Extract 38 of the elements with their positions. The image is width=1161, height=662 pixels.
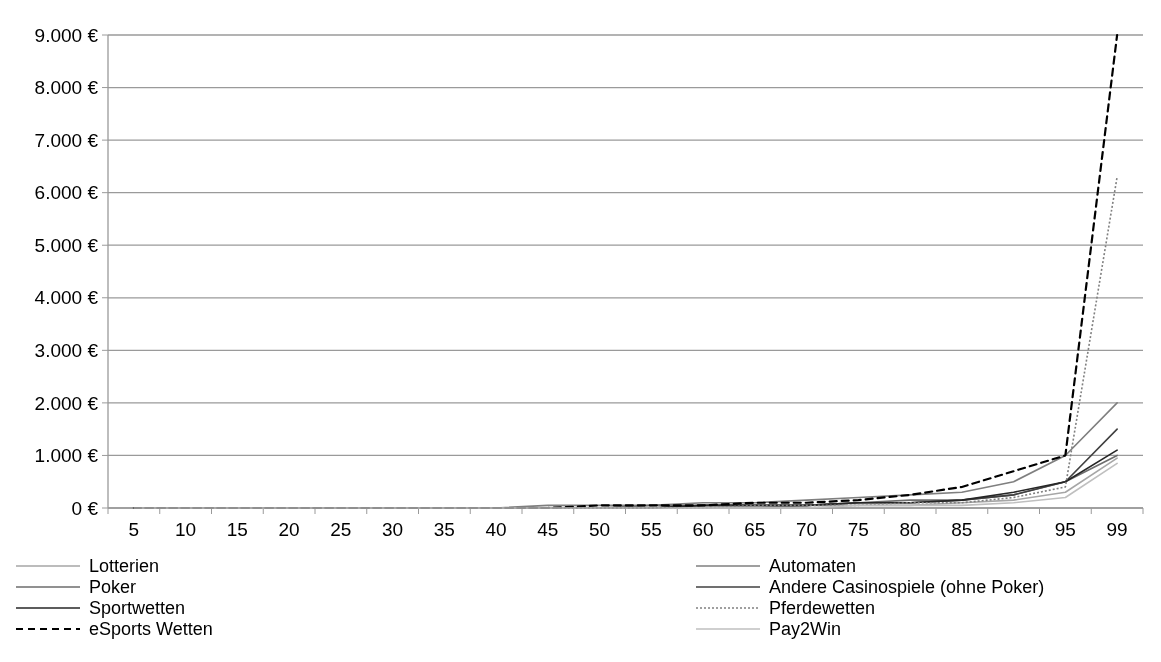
x-tick-label: 5: [128, 519, 140, 540]
x-tick-label: 75: [847, 519, 869, 540]
y-tick-label: 4.000 €: [34, 287, 99, 309]
y-tick-label: 6.000 €: [34, 182, 99, 204]
y-tick-label: 8.000 €: [34, 77, 99, 99]
x-tick-label: 40: [485, 519, 507, 540]
y-tick-label: 0 €: [71, 497, 99, 519]
x-tick-label: 99: [1106, 519, 1128, 540]
x-tick-label: 95: [1054, 519, 1076, 540]
legend-label: Pferdewetten: [769, 598, 876, 619]
legend-label: Pay2Win: [769, 619, 842, 640]
x-tick-label: 60: [692, 519, 714, 540]
x-tick-label: 20: [278, 519, 300, 540]
y-tick-label: 3.000 €: [34, 339, 99, 361]
x-tick-label: 55: [640, 519, 662, 540]
x-tick-label: 70: [796, 519, 818, 540]
x-tick-label: 80: [899, 519, 921, 540]
legend-label: Andere Casinospiele (ohne Poker): [769, 577, 1045, 598]
legend-label: eSports Wetten: [89, 619, 213, 640]
x-tick-label: 50: [589, 519, 611, 540]
x-tick-label: 85: [951, 519, 973, 540]
y-tick-label: 7.000 €: [34, 129, 99, 151]
legend-label: Poker: [89, 577, 137, 598]
x-tick-label: 90: [1003, 519, 1025, 540]
legend-label: Lotterien: [89, 556, 160, 577]
x-tick-label: 30: [382, 519, 404, 540]
legend-label: Automaten: [769, 556, 857, 577]
x-tick-label: 45: [537, 519, 559, 540]
y-tick-label: 1.000 €: [34, 445, 99, 467]
x-tick-label: 25: [330, 519, 352, 540]
legend-label: Sportwetten: [89, 598, 186, 619]
x-tick-label: 15: [226, 519, 248, 540]
y-tick-label: 9.000 €: [34, 24, 99, 46]
y-tick-label: 2.000 €: [34, 392, 99, 414]
x-tick-label: 65: [744, 519, 766, 540]
x-tick-label: 10: [175, 519, 197, 540]
x-tick-label: 35: [433, 519, 455, 540]
y-tick-label: 5.000 €: [34, 234, 99, 256]
